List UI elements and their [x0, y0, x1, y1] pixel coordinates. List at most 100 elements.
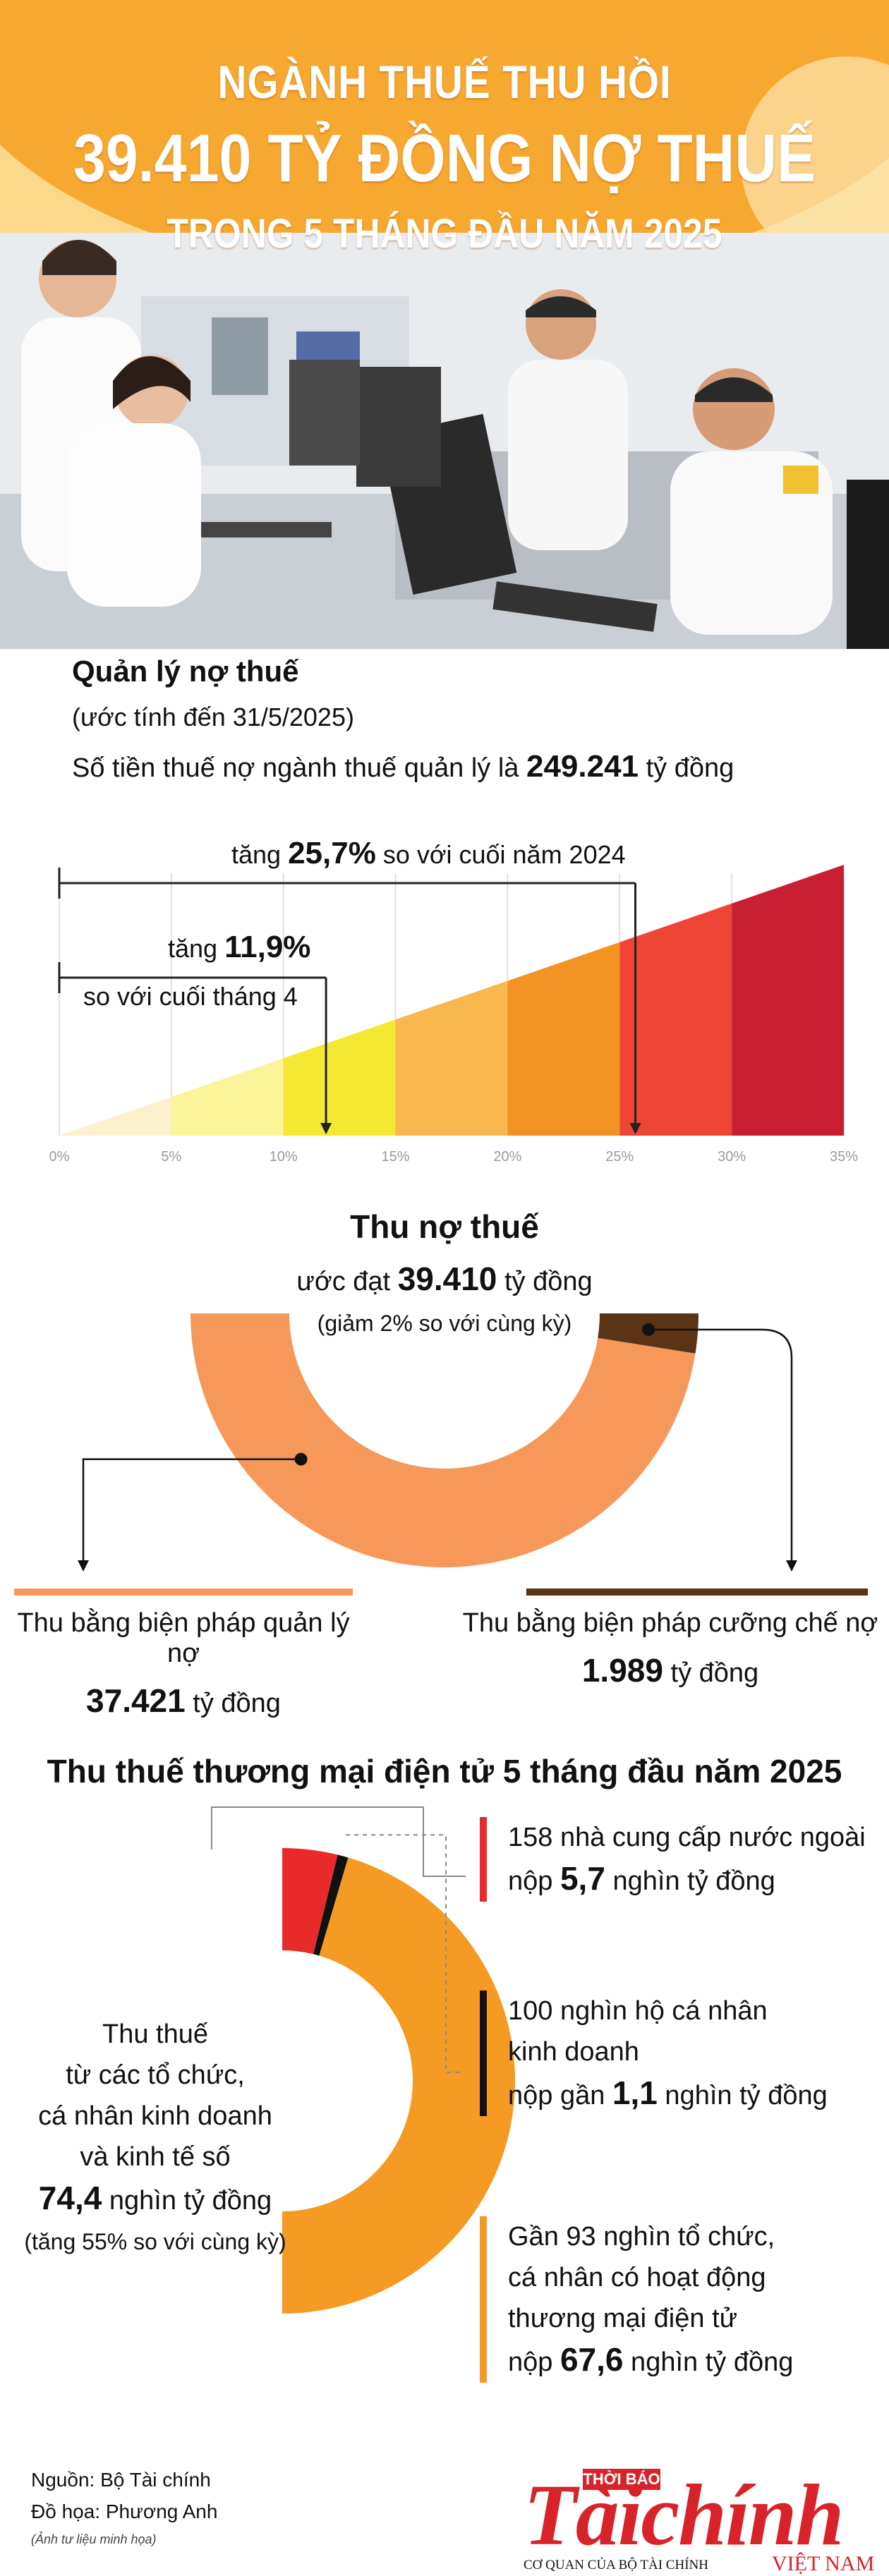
ecom-slice-0 — [282, 1848, 338, 1955]
x-tick-label-2: 10% — [270, 1149, 298, 1165]
item-foreign-l1: 158 nhà cung cấp nước ngoài — [508, 1823, 866, 1852]
summary-prefix: Số tiền thuế nợ ngành thuế quản lý là — [72, 753, 526, 783]
method-enforcement-label: Thu bằng biện pháp cưỡng chế nợ — [462, 1608, 878, 1638]
annotation-year-suffix: so với cuối năm 2024 — [375, 840, 626, 869]
area-band-6 — [732, 865, 844, 1136]
bracket-year-arrow — [629, 1123, 641, 1134]
x-tick-label-6: 30% — [718, 1149, 746, 1165]
ecom-slice-2 — [282, 1857, 515, 2314]
ecommerce-total-l1: Thu thuế — [102, 2019, 208, 2049]
connector-arrow-right — [786, 1560, 797, 1572]
ecommerce-item-households: 100 nghìn hộ cá nhân kinh doanh nộp gần … — [480, 1991, 828, 2116]
item-foreign-l2: nộp 5,7 nghìn tỷ đồng — [508, 1858, 866, 1902]
method-management-value-line: 37.421 tỷ đồng — [0, 1682, 367, 1720]
debt-management-subtitle: (ước tính đến 31/5/2025) — [72, 703, 354, 731]
headline-line-2: 39.410 TỶ ĐỒNG NỢ THUẾ — [73, 121, 816, 196]
ecommerce-total-block: Thu thuế từ các tổ chức, cá nhân kinh do… — [14, 2014, 296, 2262]
item-foreign-prefix: nộp — [508, 1866, 560, 1896]
method-enforcement-unit: tỷ đồng — [663, 1658, 759, 1688]
method-management-value: 37.421 — [86, 1682, 186, 1719]
ecommerce-item-organizations: Gần 93 nghìn tổ chức, cá nhân có hoạt độ… — [480, 2216, 793, 2383]
annotation-month-prefix: tăng — [168, 934, 225, 963]
connector-line-left — [82, 1458, 301, 1566]
area-band-3 — [395, 980, 508, 1136]
method-enforcement-bar — [526, 1588, 868, 1596]
ecommerce-total-l2: từ các tổ chức, — [66, 2060, 245, 2090]
area-band-5 — [619, 903, 732, 1136]
item-households-l1: 100 nghìn hộ cá nhân — [508, 1996, 768, 2026]
collection-prefix: ước đạt — [296, 1267, 398, 1296]
item-org-l4: nộp 67,6 nghìn tỷ đồng — [508, 2339, 793, 2383]
footer-photo-note: (Ảnh tư liệu minh họa) — [31, 2532, 157, 2546]
brand-logo-badge: THỜI BÁO — [583, 2469, 660, 2490]
annotation-month-value: 11,9% — [224, 930, 311, 964]
donut-slice-0 — [190, 1313, 696, 1567]
item-org-value: 67,6 — [560, 2341, 624, 2378]
ecommerce-title: Thu thuế thương mại điện tử 5 tháng đầu … — [47, 1753, 842, 1790]
hero-banner: NGÀNH THUẾ THU HỒI 39.410 TỶ ĐỒNG NỢ THU… — [0, 0, 889, 649]
method-management-unit: tỷ đồng — [185, 1689, 281, 1718]
x-tick-label-7: 35% — [830, 1149, 858, 1165]
connector-arrow-left — [78, 1560, 89, 1572]
method-enforcement-value-line: 1.989 tỷ đồng — [452, 1651, 889, 1689]
summary-amount: 249.241 — [526, 749, 639, 784]
item-foreign-value: 5,7 — [560, 1860, 605, 1897]
area-band-4 — [507, 942, 620, 1136]
headline-line-1: NGÀNH THUẾ THU HỒI — [217, 56, 672, 108]
annotation-year-growth: tăng 25,7% so với cuối năm 2024 — [231, 836, 626, 871]
debt-management-summary: Số tiền thuế nợ ngành thuế quản lý là 24… — [72, 749, 734, 784]
item-foreign-suffix: nghìn tỷ đồng — [605, 1866, 775, 1896]
x-tick-label-4: 20% — [493, 1149, 521, 1165]
item-households-l3: nộp gần 1,1 nghìn tỷ đồng — [508, 2072, 828, 2116]
item-households-prefix: nộp gần — [508, 2081, 612, 2110]
area-band-1 — [171, 1058, 284, 1136]
brand-logo-wordmark: Tàichính — [524, 2467, 845, 2563]
x-tick-label-1: 5% — [161, 1149, 181, 1165]
x-tick-label-0: 0% — [49, 1149, 70, 1165]
item-households-value: 1,1 — [612, 2074, 658, 2111]
item-households-l2: kinh doanh — [508, 2037, 639, 2067]
debt-collection-note: (giảm 2% so với cùng kỳ) — [317, 1311, 572, 1336]
ecom-slice-1 — [313, 1854, 349, 1956]
ecommerce-total-value: 74,4 — [38, 2180, 102, 2216]
method-enforcement-value: 1.989 — [581, 1652, 663, 1689]
item-org-l1: Gần 93 nghìn tổ chức, — [508, 2222, 775, 2252]
brand-logo-tagline: CƠ QUAN CỦA BỘ TÀI CHÍNH — [524, 2558, 708, 2572]
footer-source: Nguồn: Bộ Tài chính — [31, 2469, 211, 2491]
office-photo — [0, 233, 889, 649]
method-management: Thu bằng biện pháp quản lý nợ 37.421 tỷ … — [0, 1608, 367, 1720]
annotation-month-growth: tăng 11,9% — [168, 930, 310, 965]
area-band-0 — [59, 1097, 171, 1136]
ecommerce-total-note: (tăng 55% so với cùng kỳ) — [24, 2229, 286, 2254]
area-band-2 — [283, 1019, 396, 1136]
summary-suffix: tỷ đồng — [639, 753, 734, 783]
x-tick-label-3: 15% — [382, 1149, 410, 1165]
footer-design: Đồ họa: Phương Anh — [31, 2501, 218, 2522]
debt-management-title: Quản lý nợ thuế — [72, 655, 299, 688]
annotation-year-value: 25,7% — [288, 836, 376, 870]
debt-collection-title: Thu nợ thuế — [350, 1208, 539, 1245]
method-management-label: Thu bằng biện pháp quản lý nợ — [17, 1608, 350, 1668]
collection-suffix: tỷ đồng — [497, 1267, 593, 1296]
method-enforcement: Thu bằng biện pháp cưỡng chế nợ 1.989 tỷ… — [452, 1608, 889, 1689]
bracket-month-arrow — [320, 1123, 332, 1134]
brand-logo-country: VIỆT NAM — [772, 2552, 875, 2575]
hero-illustration — [0, 0, 889, 649]
annotation-month-suffix: so với cuối tháng 4 — [83, 982, 298, 1011]
item-org-l2: cá nhân có hoạt động — [508, 2263, 766, 2292]
ecommerce-total-l4: và kinh tế số — [80, 2142, 231, 2172]
debt-collection-summary: ước đạt 39.410 tỷ đồng — [0, 1260, 889, 1298]
item-households-suffix: nghìn tỷ đồng — [657, 2081, 828, 2110]
ecommerce-total-l3: cá nhân kinh doanh — [38, 2101, 272, 2131]
ecommerce-total-value-line: 74,4 nghìn tỷ đồng — [14, 2177, 296, 2221]
x-tick-label-5: 25% — [605, 1149, 634, 1165]
headline-line-3: TRONG 5 THÁNG ĐẦU NĂM 2025 — [167, 211, 722, 257]
method-management-bar — [14, 1588, 353, 1596]
item-org-prefix: nộp — [508, 2347, 560, 2377]
ecommerce-total-unit: nghìn tỷ đồng — [102, 2186, 272, 2216]
item-org-l3: thương mại điện tử — [508, 2304, 738, 2333]
connector-line-right — [648, 1328, 793, 1566]
